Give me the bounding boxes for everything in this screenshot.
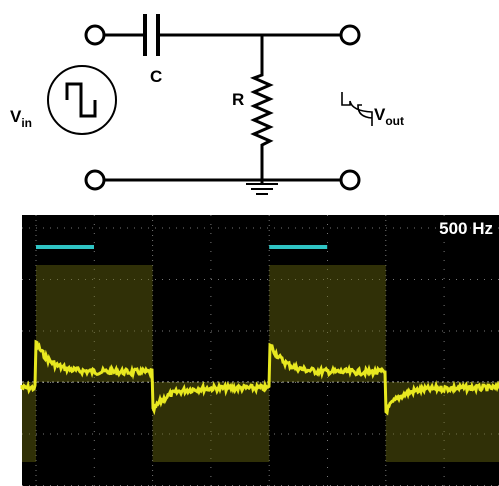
- resistor-label: R: [232, 90, 244, 109]
- input-subscript: in: [21, 116, 32, 130]
- output-subscript: out: [385, 114, 404, 128]
- noise: [22, 382, 36, 462]
- frequency-label: 500 Hz: [439, 219, 493, 238]
- page: C R Vin Vout 500 Hz: [0, 0, 499, 486]
- resistor: [254, 35, 270, 183]
- terminal: [341, 26, 359, 44]
- input-trace: [36, 245, 94, 249]
- input-main: V: [10, 107, 22, 126]
- ground: [246, 184, 278, 194]
- capacitor: [145, 14, 158, 56]
- output-main: V: [374, 105, 386, 124]
- output-wave-icon: [342, 92, 372, 126]
- terminal: [341, 171, 359, 189]
- oscilloscope: 500 Hz: [22, 215, 499, 486]
- terminal: [86, 26, 104, 44]
- square-wave-icon: [67, 84, 95, 116]
- output-label: Vout: [374, 105, 404, 128]
- input-trace: [269, 245, 327, 249]
- input-label: Vin: [10, 107, 32, 130]
- terminal: [86, 171, 104, 189]
- capacitor-label: C: [150, 67, 162, 86]
- circuit: [48, 14, 372, 194]
